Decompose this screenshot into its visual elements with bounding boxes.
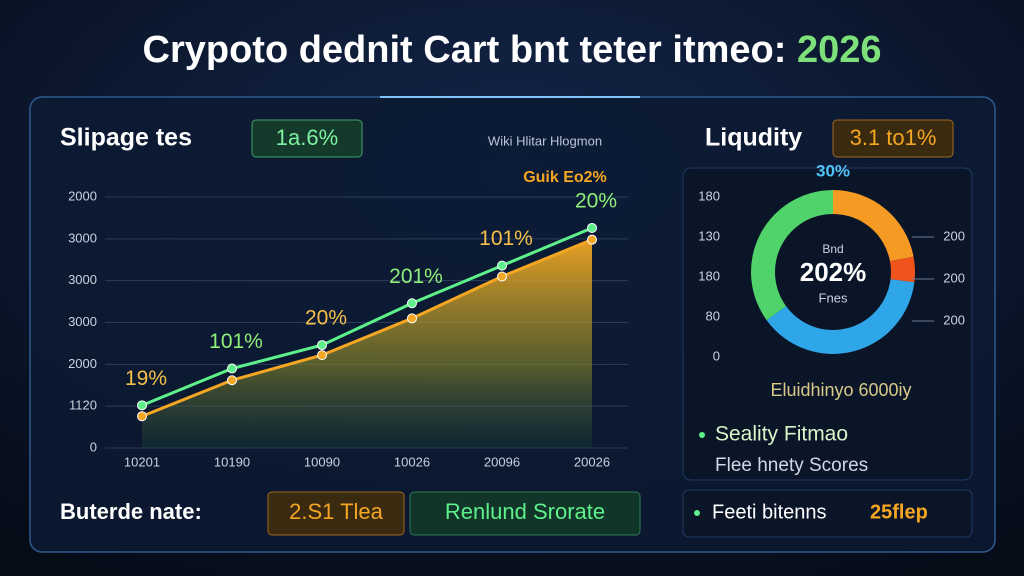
bottom-badge-2-box [409, 491, 641, 536]
point [137, 411, 147, 422]
point-label: 20% [305, 307, 347, 330]
point [227, 363, 237, 374]
legend-text: Wiki Hlitar Hlogmon [488, 133, 602, 148]
line [141, 238, 593, 418]
x-tick-label: 10090 [304, 454, 340, 469]
point [227, 375, 237, 386]
bullet: Seality Fitmao [715, 423, 848, 446]
right-heading: Liqudity [705, 124, 802, 152]
bottom-badge-2: Renlund Srorate [445, 499, 605, 524]
point [497, 260, 507, 271]
point [137, 400, 147, 411]
title-group: Crypoto dednit Cart bnt teter itmeo: 202… [143, 29, 882, 71]
y-tick-label: 0 [90, 439, 97, 454]
point [317, 340, 327, 351]
x-tick-label: 10201 [124, 454, 160, 469]
x-tick-label: 10026 [394, 454, 430, 469]
bullet-dot [699, 432, 705, 438]
right-badge-box [832, 119, 954, 158]
point-label: 101% [209, 330, 263, 353]
bottom-label: Buterde nate: [60, 499, 202, 524]
donut-segment [833, 190, 914, 262]
side-label: 80 [706, 308, 720, 323]
y-tick-label: 2000 [68, 356, 97, 371]
point-label: 101% [479, 227, 533, 250]
side-label: 200 [943, 270, 965, 285]
bullet: Flee hnety Scores [715, 455, 868, 476]
donut-top-label: 30% [816, 161, 850, 180]
area [142, 239, 592, 448]
point [317, 350, 327, 361]
point-label: 20% [575, 190, 617, 213]
y-tick-label: 3000 [68, 230, 97, 245]
side-label: 180 [698, 268, 720, 283]
donut-center: 202% [800, 257, 867, 287]
left-heading: Slipage tes [60, 124, 192, 152]
left-badge: 1a.6% [276, 125, 338, 150]
side-label: 0 [713, 348, 720, 363]
donut-center-top: Bnd [822, 242, 843, 256]
left-badge-box [251, 119, 363, 158]
y-tick-label: 3000 [68, 272, 97, 287]
x-tick-label: 20096 [484, 454, 520, 469]
side-label: 200 [943, 312, 965, 327]
right-badge: 3.1 to1% [850, 125, 937, 150]
point [587, 222, 597, 233]
bottom-badge-1-box [267, 491, 405, 536]
donut-segment [766, 279, 915, 355]
legend-badge: Guik Eo2% [523, 169, 607, 186]
title-year: 2026 [797, 29, 882, 71]
y-tick-label: 3000 [68, 314, 97, 329]
x-tick-label: 20026 [574, 454, 610, 469]
donut-center-bottom: Fnes [819, 290, 848, 305]
side-label: 200 [943, 228, 965, 243]
point-label: 19% [125, 367, 167, 390]
point-label: 201% [389, 265, 443, 288]
side-label: 130 [698, 228, 720, 243]
footer-value: 25flep [870, 501, 928, 523]
footer-label: Feeti bitenns [712, 501, 827, 523]
footer-box [682, 489, 973, 538]
point [587, 234, 597, 245]
point [407, 313, 417, 324]
bottom-badge-1: 2.S1 Tlea [289, 499, 384, 524]
title: Crypoto dednit Cart bnt teter itmeo: [143, 29, 787, 71]
point [407, 298, 417, 309]
y-tick-label: 2000 [68, 188, 97, 203]
point [497, 271, 507, 282]
donut-segment [889, 256, 915, 283]
side-label: 180 [698, 188, 720, 203]
bullet-dot [694, 510, 700, 516]
donut-segment [750, 190, 833, 321]
y-tick-label: 1120 [69, 398, 97, 413]
x-tick-label: 10190 [214, 454, 250, 469]
line [141, 226, 593, 407]
donut-caption: Eluidhinyo 6000iy [770, 380, 911, 400]
